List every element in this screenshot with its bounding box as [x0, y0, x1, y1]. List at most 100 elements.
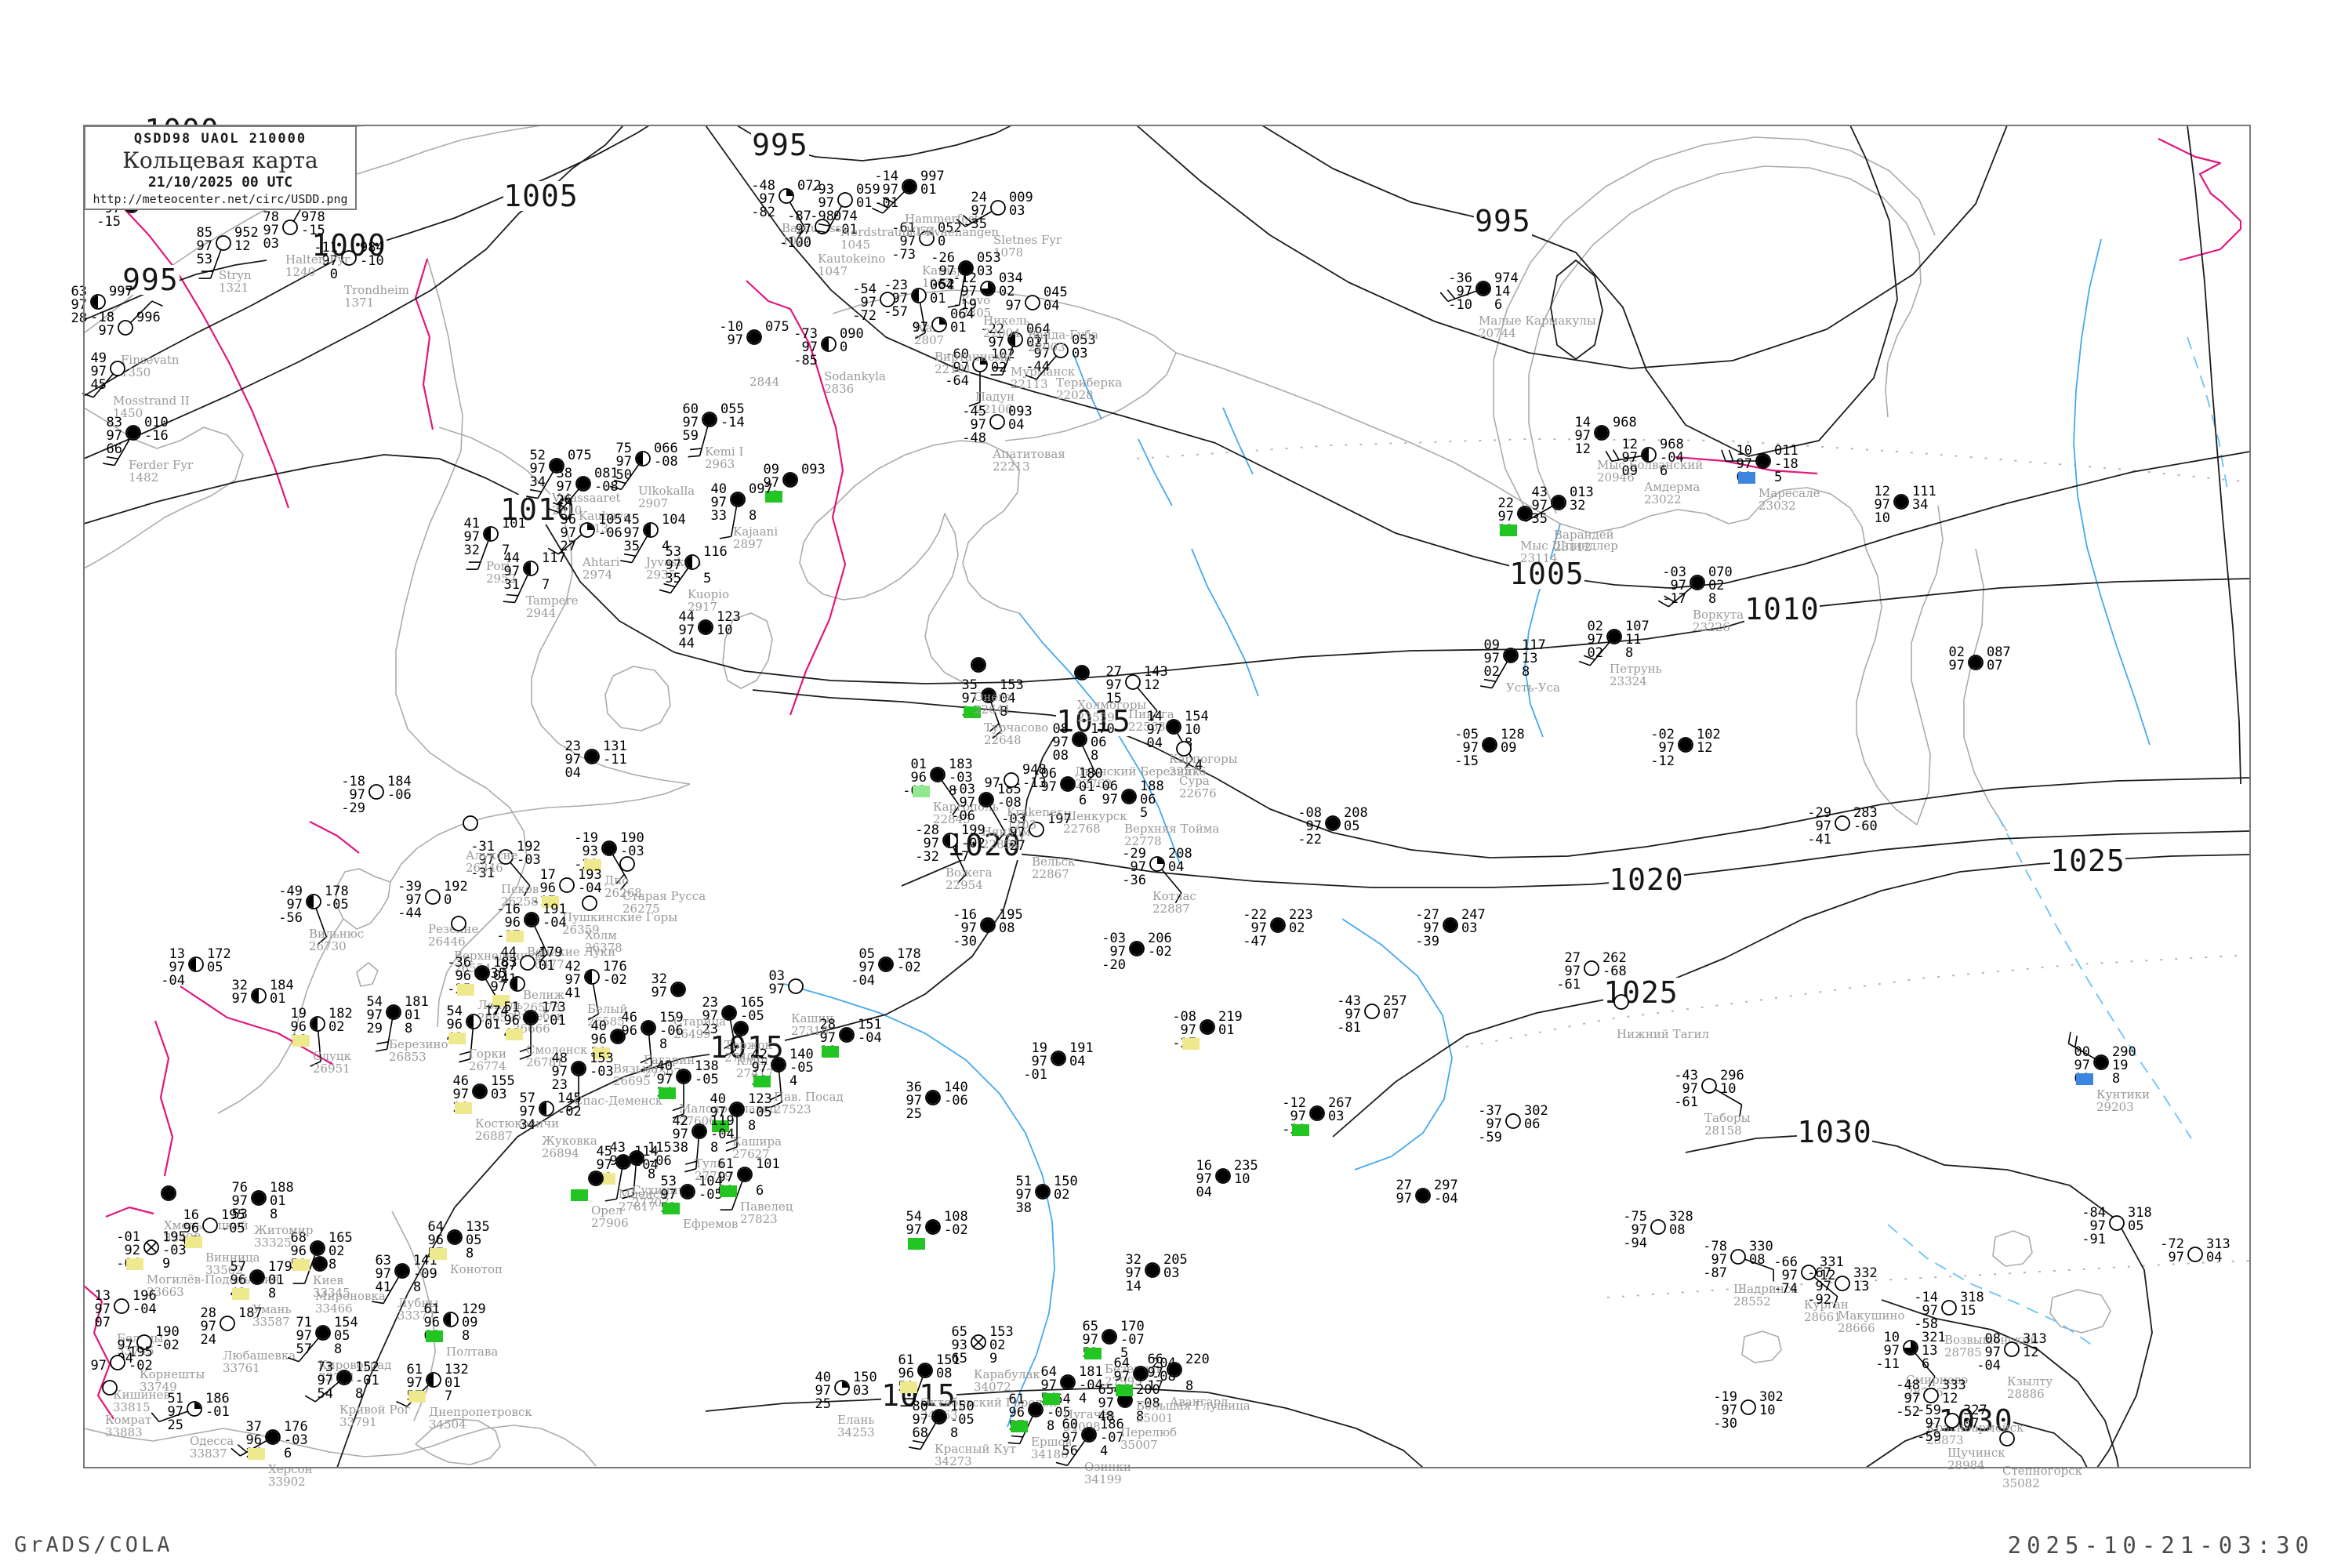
station-text: 11: [1034, 332, 1050, 348]
station-text: -36: [1448, 270, 1472, 286]
isobar-label: 1015: [710, 1030, 785, 1065]
station-text: 97: [683, 415, 699, 430]
station-text: 57: [520, 1091, 535, 1106]
station-text: 235: [1234, 1158, 1258, 1174]
station-id: 22954: [946, 878, 983, 892]
station-text: 247: [1461, 907, 1486, 923]
station-text: 10: [1720, 1081, 1736, 1097]
wind-barb-shaft: [612, 854, 629, 881]
cloud-fill: [485, 528, 491, 540]
wind-barb-tick: [1439, 292, 1449, 302]
station-text: 296: [1720, 1068, 1744, 1083]
cloud-fill: [467, 1015, 474, 1028]
station-text: -43: [1674, 1068, 1698, 1083]
cloud-fill: [731, 1103, 743, 1116]
station-text: 4: [1195, 757, 1203, 773]
coastline: [799, 507, 964, 683]
border-line: [100, 190, 290, 509]
station-id: 2844: [750, 375, 779, 389]
station-text: 01: [270, 991, 285, 1007]
station-text: 188: [270, 1180, 294, 1196]
wind-barb-tick: [770, 1094, 782, 1101]
station-text: 104: [662, 512, 686, 528]
isobar-label-bg: [1797, 1117, 1872, 1147]
station-text: -10: [719, 319, 743, 335]
cloud-cover-icon: [1650, 1219, 1666, 1235]
station-text: 7: [961, 849, 969, 865]
station-text: 57: [296, 1341, 312, 1357]
precip-highlight-square: [506, 931, 524, 942]
station-text: 174: [485, 1004, 509, 1019]
station-text: -85: [793, 353, 818, 368]
wind-barb-tick: [912, 1439, 924, 1444]
station-text: 123: [748, 1091, 772, 1107]
isobar-label: 995: [122, 263, 179, 297]
station-text: 170: [1091, 721, 1115, 737]
station-id: 2907: [638, 496, 668, 510]
station-text: 170: [1120, 1319, 1145, 1334]
station-name: Ulkokalla: [638, 484, 695, 498]
station-text: -04: [578, 880, 602, 896]
station-id: 26378: [585, 941, 622, 955]
coastline: [1493, 136, 1936, 517]
coastlines: [83, 125, 2111, 1467]
station-text: 42: [673, 1113, 688, 1129]
station-text: 96: [1009, 1405, 1025, 1421]
station-name: Верхняя Тойма: [1124, 822, 1219, 836]
station-text: -48: [751, 178, 775, 194]
station-id: 27523: [774, 1102, 811, 1116]
station-name: Пушкинские Горы: [562, 910, 677, 924]
cloud-cover-icon: [1923, 1388, 1939, 1403]
station-id: 27507: [644, 1065, 681, 1080]
station-name: Kajaani: [733, 524, 778, 539]
station-text: -48: [962, 430, 986, 446]
station-id: 1023: [782, 234, 811, 248]
station-text: 64: [1041, 1364, 1057, 1380]
station-text: 153: [1000, 677, 1024, 693]
station-id: 22004: [983, 326, 1021, 340]
isobar: [83, 454, 2251, 684]
station-text: -09: [413, 1266, 437, 1282]
station-text: 68: [913, 1425, 928, 1441]
wind-barb-tick: [815, 230, 827, 234]
station-text: 38: [673, 1140, 688, 1156]
station-text: 22: [1498, 495, 1514, 511]
river: [1341, 918, 1453, 1171]
wind-barb-tick: [1055, 1461, 1068, 1467]
station-text: -05: [789, 1060, 814, 1076]
station-text: -78: [1703, 1239, 1727, 1254]
cloud-fill: [784, 474, 797, 486]
station-text: 195: [162, 1229, 187, 1245]
cloud-cover-icon: [919, 230, 935, 246]
station-text: -45: [962, 404, 986, 419]
cloud-fill: [251, 1271, 263, 1283]
station-id: 22559: [1077, 710, 1115, 724]
station-text: 97: [479, 852, 495, 868]
station-text: 97: [971, 203, 987, 219]
cloud-fill: [1642, 448, 1649, 461]
station-name: Гагарин: [644, 1053, 695, 1067]
isobar-label: 1005: [1509, 557, 1584, 591]
cloud-fill: [387, 1006, 400, 1018]
station-text: 107: [1625, 619, 1650, 634]
station-id: 22762: [1075, 777, 1112, 791]
station-text: 12: [1622, 437, 1638, 452]
station-text: 13: [169, 946, 185, 962]
station-text: 97: [376, 1266, 391, 1282]
station-text: 48: [552, 1051, 568, 1066]
station-id: 26951: [313, 1062, 350, 1076]
station-text: -84: [2082, 1205, 2106, 1221]
precip-highlight-square: [1738, 472, 1755, 484]
station-text: 56: [1062, 1443, 1078, 1459]
station-text: 97: [1884, 1343, 1900, 1359]
station-text: -05: [1047, 1405, 1071, 1421]
precip-highlight-square: [822, 1046, 839, 1058]
cloud-cover-icon: [110, 361, 125, 376]
station-id: 26774: [469, 1059, 506, 1073]
